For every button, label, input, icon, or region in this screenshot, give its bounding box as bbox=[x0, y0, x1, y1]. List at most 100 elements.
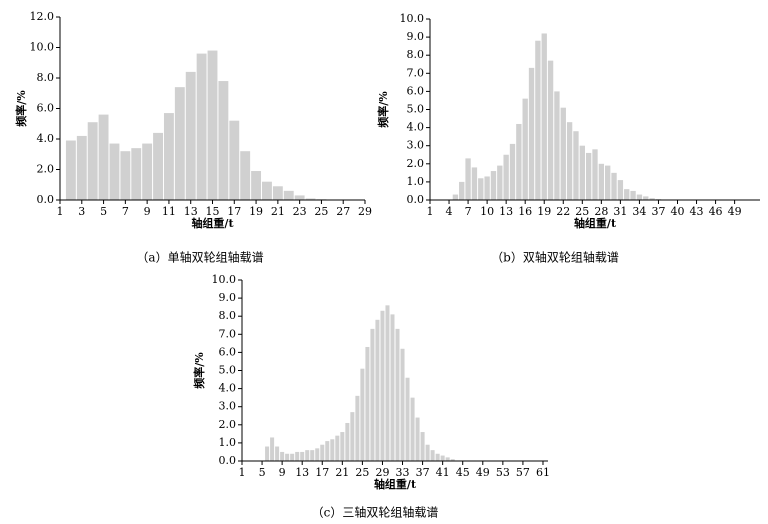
bar bbox=[560, 107, 566, 200]
bar bbox=[605, 165, 611, 200]
bar bbox=[592, 149, 598, 200]
x-tick-label: 34 bbox=[632, 205, 646, 218]
y-tick-label: 3.0 bbox=[219, 400, 237, 413]
y-tick-label: 10.0 bbox=[212, 273, 237, 286]
x-tick-label: 21 bbox=[271, 205, 285, 218]
bar bbox=[410, 397, 415, 461]
bar bbox=[415, 417, 420, 461]
bar bbox=[643, 196, 649, 200]
bar bbox=[280, 451, 285, 461]
x-tick-label: 13 bbox=[499, 205, 513, 218]
y-tick-label: 10.0 bbox=[400, 12, 425, 25]
caption: （b）双轴双轮组轴载谱 bbox=[491, 250, 619, 265]
y-tick-label: 6.0 bbox=[37, 102, 55, 115]
bar bbox=[275, 446, 280, 461]
bar bbox=[283, 190, 294, 200]
x-tick-label: 31 bbox=[613, 205, 627, 218]
y-tick-label: 9.0 bbox=[407, 30, 425, 43]
x-tick-label: 33 bbox=[396, 466, 410, 479]
x-tick-label: 28 bbox=[594, 205, 608, 218]
bar bbox=[131, 148, 142, 200]
y-axis-label: 频率/% bbox=[14, 90, 28, 127]
bar bbox=[120, 151, 131, 200]
bar bbox=[528, 67, 535, 201]
bar bbox=[229, 120, 240, 200]
x-tick-label: 13 bbox=[295, 466, 309, 479]
y-tick-label: 8.0 bbox=[37, 71, 55, 84]
bar bbox=[484, 176, 490, 200]
x-tick-label: 9 bbox=[144, 205, 151, 218]
bar bbox=[360, 368, 365, 461]
bar bbox=[425, 444, 430, 461]
bar bbox=[440, 455, 445, 461]
bar bbox=[566, 122, 573, 200]
x-tick-label: 16 bbox=[518, 205, 532, 218]
bar bbox=[285, 453, 290, 461]
bar bbox=[554, 91, 560, 200]
bar bbox=[185, 71, 196, 201]
x-tick-label: 37 bbox=[651, 205, 665, 218]
x-axis-label: 轴组重/t bbox=[374, 477, 417, 491]
bar bbox=[375, 319, 380, 461]
bar bbox=[265, 446, 270, 461]
bar bbox=[400, 348, 405, 461]
bar bbox=[365, 346, 370, 461]
x-tick-label: 1 bbox=[239, 466, 246, 479]
y-tick-label: 4.0 bbox=[219, 382, 237, 395]
x-tick-label: 53 bbox=[496, 466, 510, 479]
y-tick-label: 10.0 bbox=[30, 41, 55, 54]
y-tick-label: 7.0 bbox=[407, 66, 425, 79]
x-tick-label: 57 bbox=[516, 466, 530, 479]
x-tick-label: 45 bbox=[456, 466, 470, 479]
bar bbox=[390, 314, 395, 461]
bar bbox=[385, 305, 390, 461]
bar bbox=[509, 143, 516, 200]
bar bbox=[395, 328, 400, 461]
bar bbox=[430, 450, 435, 461]
bar bbox=[547, 60, 554, 200]
y-tick-label: 9.0 bbox=[219, 291, 237, 304]
bar bbox=[450, 459, 455, 461]
caption: （c）三轴双轮组轴载谱 bbox=[312, 505, 439, 520]
bar bbox=[340, 432, 345, 461]
y-tick-label: 3.0 bbox=[407, 139, 425, 152]
x-tick-label: 40 bbox=[671, 205, 685, 218]
bar bbox=[420, 432, 425, 461]
x-tick-label: 5 bbox=[100, 205, 107, 218]
y-tick-label: 4.0 bbox=[37, 132, 55, 145]
bar bbox=[345, 422, 350, 461]
x-tick-label: 43 bbox=[690, 205, 704, 218]
y-axis-label: 频率/% bbox=[192, 352, 206, 389]
x-tick-label: 19 bbox=[249, 205, 263, 218]
bar bbox=[452, 194, 459, 200]
x-tick-label: 1 bbox=[57, 205, 64, 218]
x-tick-label: 25 bbox=[575, 205, 589, 218]
bar bbox=[310, 450, 315, 461]
bar bbox=[355, 395, 360, 461]
bar bbox=[435, 453, 440, 461]
bar bbox=[87, 122, 98, 200]
bar bbox=[636, 194, 643, 200]
y-tick-label: 1.0 bbox=[407, 175, 425, 188]
bar bbox=[335, 435, 340, 461]
bar bbox=[290, 453, 295, 461]
bar bbox=[207, 50, 218, 200]
x-tick-label: 61 bbox=[536, 466, 550, 479]
bar bbox=[471, 167, 478, 200]
bar bbox=[465, 158, 471, 200]
bar bbox=[405, 377, 410, 461]
y-tick-label: 2.0 bbox=[407, 157, 425, 170]
bar bbox=[218, 81, 229, 200]
bar bbox=[573, 131, 579, 200]
x-tick-label: 22 bbox=[556, 205, 570, 218]
x-tick-label: 1 bbox=[427, 205, 434, 218]
bar bbox=[579, 145, 585, 200]
bar bbox=[611, 172, 617, 200]
bar bbox=[98, 114, 109, 200]
bar bbox=[516, 123, 522, 200]
bar bbox=[262, 181, 272, 200]
bar bbox=[163, 113, 174, 200]
y-tick-label: 7.0 bbox=[219, 327, 237, 340]
x-tick-label: 29 bbox=[358, 205, 372, 218]
